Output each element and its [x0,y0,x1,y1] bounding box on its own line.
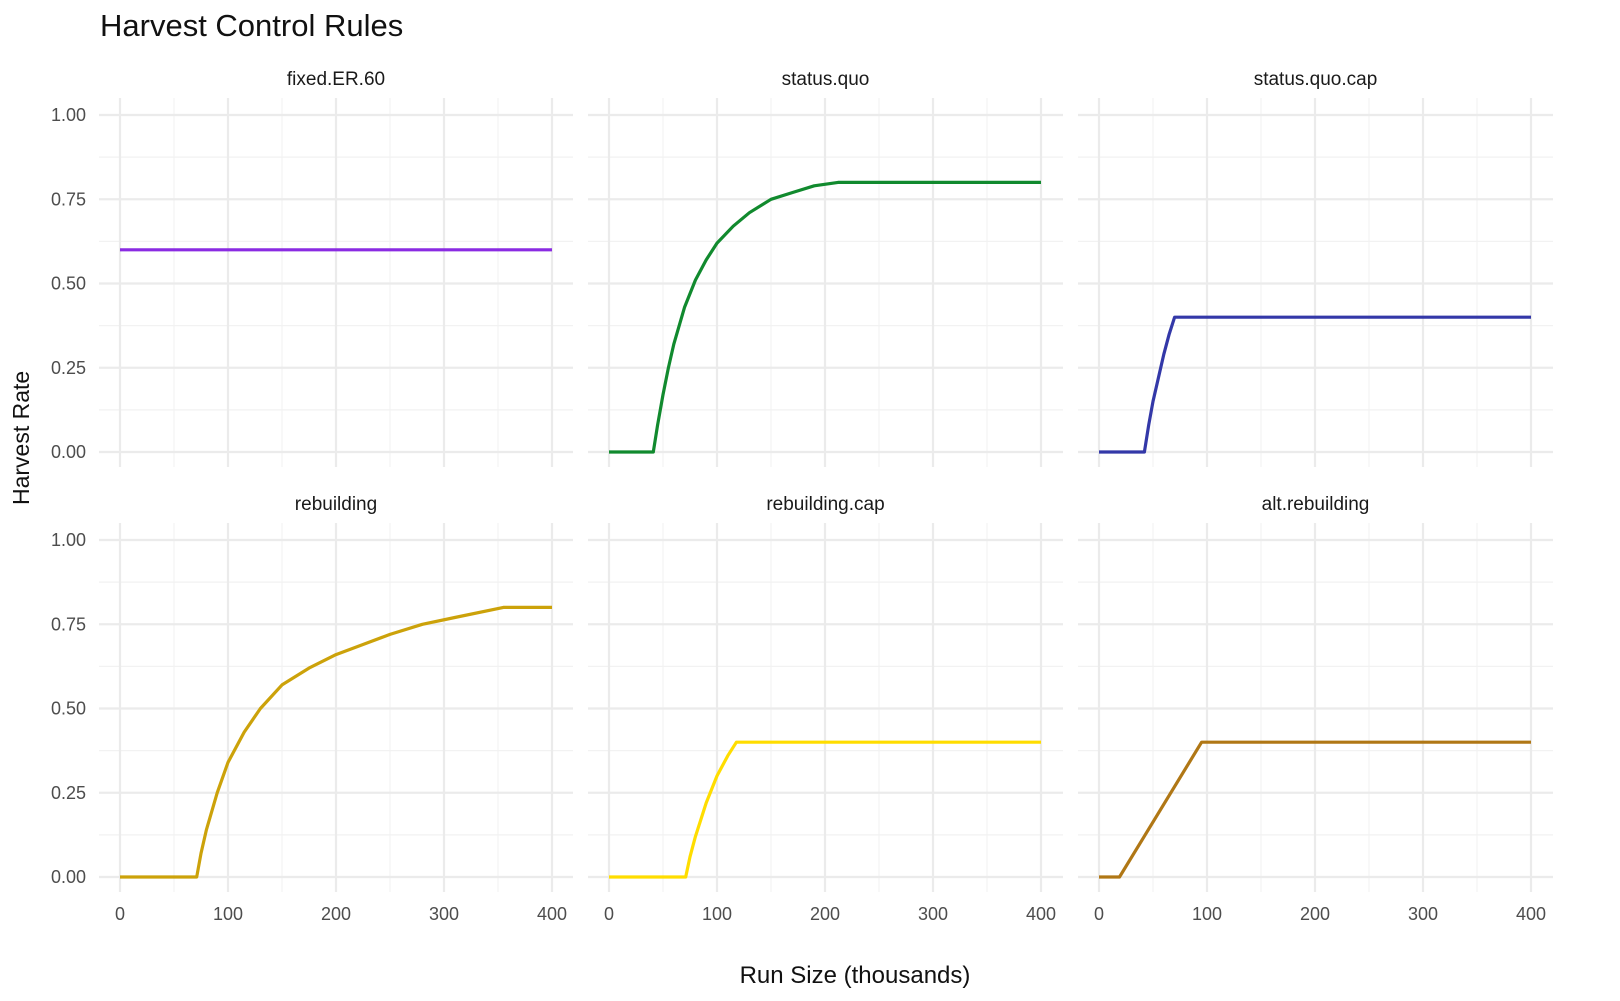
x-tick-label: 0 [1094,904,1104,924]
y-tick-label: 1.00 [51,105,86,125]
panel-title: rebuilding [295,494,377,515]
y-tick-label: 0.50 [51,699,86,719]
x-tick-label: 200 [321,904,351,924]
y-tick-label: 0.25 [51,358,86,378]
series-line-status.quo.cap [1099,315,1531,454]
x-tick-label: 0 [604,904,614,924]
y-tick-label: 0.00 [51,442,86,462]
x-tick-label: 100 [1192,904,1222,924]
series-line-rebuilding [120,605,552,879]
y-tick-label: 0.00 [51,867,86,887]
panel-title: status.quo.cap [1254,69,1378,90]
series-line-status.quo [609,180,1041,454]
panel-alt.rebuilding: alt.rebuilding 0 100 200 300 400 [1078,494,1553,924]
x-tick-label: 400 [537,904,567,924]
panel-title: status.quo [782,69,870,90]
chart-title: Harvest Control Rules [100,8,404,43]
x-tick-label: 400 [1516,904,1546,924]
panel-status.quo: status.quo [588,69,1063,467]
panel-title: alt.rebuilding [1262,494,1370,515]
panel-rebuilding: rebuilding 0.00 0.25 0.50 0.75 1.00 0 100 200 300… [51,494,573,924]
x-tick-label: 0 [115,904,125,924]
x-tick-label: 300 [429,904,459,924]
series-line-alt.rebuilding [1099,740,1531,879]
panel-title: rebuilding.cap [766,494,884,515]
panel-title: fixed.ER.60 [287,69,385,90]
y-tick-label: 0.75 [51,189,86,209]
y-tick-label: 0.25 [51,783,86,803]
panel-fixed.ER.60: fixed.ER.60 0.00 0.25 0.50 0.75 1.00 [51,69,573,467]
x-tick-label: 300 [1408,904,1438,924]
y-tick-label: 0.50 [51,274,86,294]
x-tick-label: 400 [1026,904,1056,924]
panel-rebuilding.cap: rebuilding.cap 0 100 200 300 400 [588,494,1063,924]
x-axis-label: Run Size (thousands) [739,962,971,989]
series-line-rebuilding.cap [609,740,1041,879]
panel-status.quo.cap: status.quo.cap [1078,69,1553,467]
x-tick-label: 200 [810,904,840,924]
x-tick-label: 100 [213,904,243,924]
y-tick-label: 1.00 [51,530,86,550]
x-tick-label: 200 [1300,904,1330,924]
y-tick-label: 0.75 [51,614,86,634]
x-tick-label: 100 [702,904,732,924]
x-tick-label: 300 [918,904,948,924]
